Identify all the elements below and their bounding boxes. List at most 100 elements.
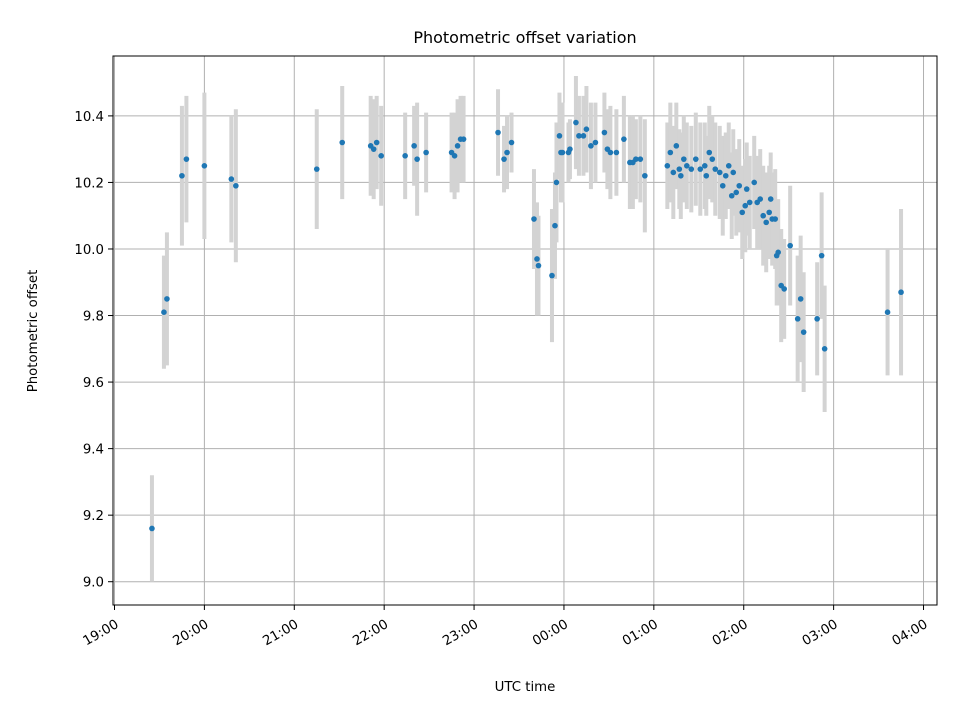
data-point [725, 163, 732, 169]
y-tick-label: 10.0 [74, 243, 104, 258]
chart-title: Photometric offset variation [413, 28, 636, 47]
y-axis: 9.0 9.2 9.4 9.6 9.8 10.0 10.2 10.4 [74, 110, 113, 591]
data-point [402, 153, 408, 159]
x-axis-title: UTC time [495, 680, 556, 695]
data-point [179, 172, 185, 179]
data-point [760, 212, 767, 219]
data-point [676, 166, 683, 172]
data-point [411, 143, 417, 149]
data-point [712, 166, 719, 172]
data-point [703, 172, 710, 179]
data-point [719, 182, 726, 189]
data-point [370, 146, 377, 152]
data-point [664, 163, 671, 169]
y-tick-label: 10.4 [74, 110, 104, 125]
data-point [504, 149, 510, 156]
data-point [501, 156, 507, 162]
data-point [535, 262, 542, 269]
data-point [451, 153, 458, 159]
data-point [552, 222, 558, 229]
data-point [781, 286, 787, 292]
data-point [633, 156, 639, 162]
data-point [722, 172, 729, 179]
y-tick-label: 10.2 [74, 176, 104, 191]
data-point [583, 126, 590, 132]
data-point [706, 149, 713, 156]
data-point [692, 156, 699, 162]
data-point [697, 166, 704, 172]
data-point [233, 182, 239, 189]
data-point [378, 153, 384, 159]
data-point [573, 119, 579, 126]
data-point [763, 219, 770, 226]
data-point [673, 143, 680, 149]
data-point [898, 289, 904, 296]
data-point [884, 309, 891, 316]
data-point [746, 199, 753, 206]
data-point [709, 156, 716, 162]
data-point [534, 256, 540, 262]
data-point [613, 149, 620, 156]
data-point [228, 176, 235, 182]
data-point [794, 316, 801, 322]
data-points [149, 119, 904, 532]
data-point [508, 139, 515, 146]
data-point [580, 133, 587, 139]
data-point [767, 196, 774, 202]
data-point [495, 129, 501, 136]
data-point [684, 163, 690, 169]
data-point [701, 163, 708, 169]
data-point [728, 192, 735, 199]
data-point [531, 216, 537, 222]
data-point [556, 133, 563, 139]
data-point [607, 149, 614, 156]
data-point [743, 186, 750, 192]
data-point [681, 156, 687, 162]
data-point [821, 346, 828, 352]
data-point [766, 209, 773, 216]
grid [113, 56, 937, 605]
data-point [313, 166, 320, 172]
data-point [716, 169, 723, 176]
data-point [201, 163, 208, 169]
y-tick-label: 9.0 [83, 576, 104, 591]
data-point [688, 166, 695, 172]
data-point [559, 149, 566, 156]
data-point [576, 133, 582, 139]
data-point [637, 156, 644, 162]
data-point [567, 146, 573, 152]
data-point [164, 296, 170, 302]
data-point [183, 156, 190, 162]
y-axis-title: Photometric offset [26, 270, 41, 393]
data-point [787, 242, 793, 249]
data-point [818, 252, 825, 259]
data-point [730, 169, 737, 176]
data-point [592, 139, 599, 146]
data-point [549, 272, 555, 279]
data-point [678, 172, 684, 179]
data-point [742, 202, 749, 209]
data-point [733, 189, 740, 196]
data-point [149, 525, 155, 532]
data-point [460, 136, 467, 142]
data-point [670, 169, 677, 176]
data-point [667, 149, 674, 156]
data-point [423, 149, 429, 156]
data-point [736, 182, 743, 189]
data-point [772, 216, 778, 222]
data-point [454, 143, 461, 149]
data-point [751, 179, 758, 186]
data-point [601, 129, 608, 136]
data-point [588, 143, 594, 149]
data-point [739, 209, 746, 216]
plot-frame [112, 55, 938, 606]
data-point [800, 329, 807, 335]
y-tick-label: 9.4 [83, 443, 104, 458]
data-point [414, 156, 420, 162]
y-tick-label: 9.8 [83, 310, 104, 325]
data-point [642, 172, 648, 179]
data-point [757, 196, 764, 202]
data-point [797, 296, 804, 302]
data-point [775, 249, 781, 256]
